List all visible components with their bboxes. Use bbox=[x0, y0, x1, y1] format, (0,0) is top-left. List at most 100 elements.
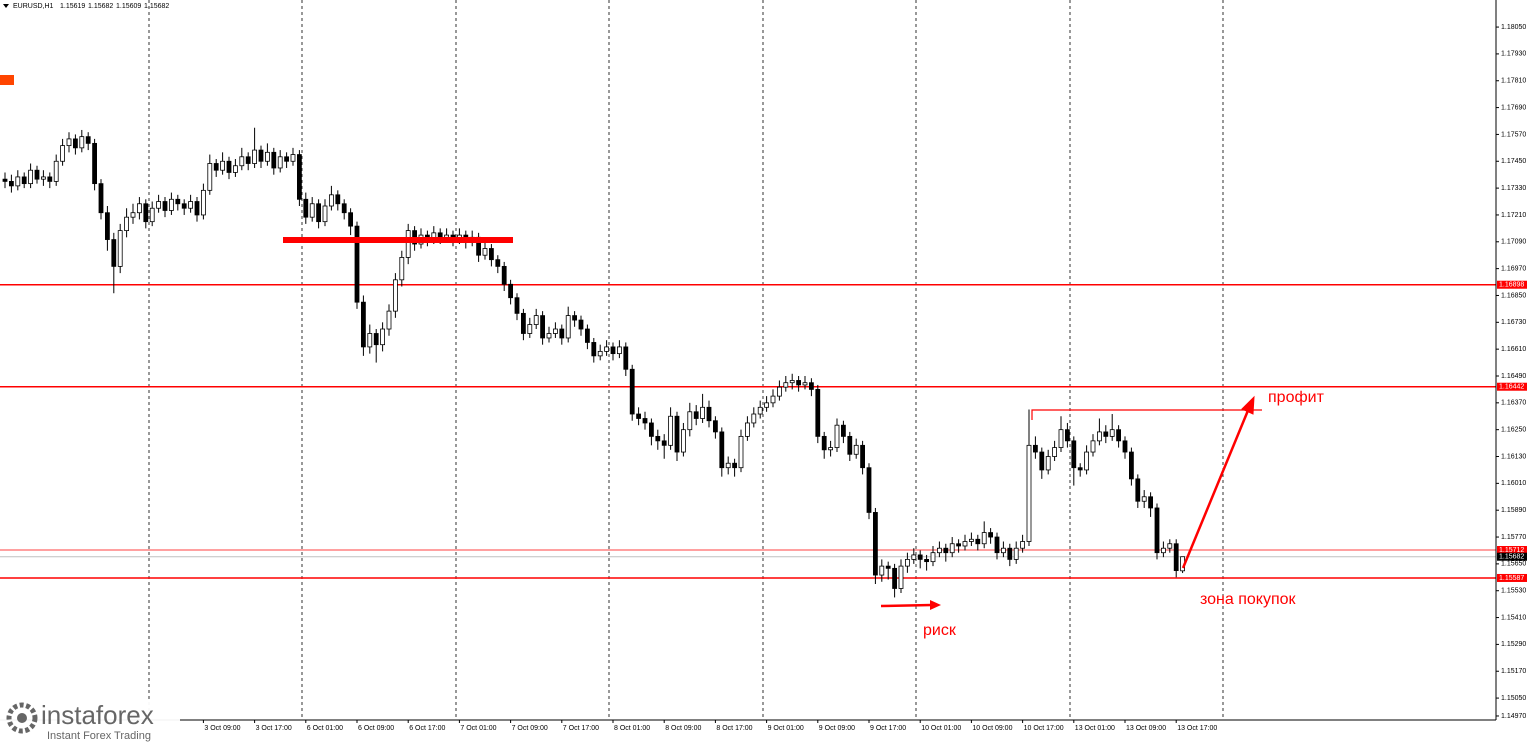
candle-body bbox=[232, 165, 238, 173]
candle-body bbox=[981, 532, 987, 545]
header-arrow bbox=[3, 4, 9, 8]
y-tick-label: 1.17570 bbox=[1501, 131, 1526, 138]
candle-body bbox=[604, 346, 609, 352]
y-tick-label: 1.17930 bbox=[1501, 51, 1526, 58]
candle-body bbox=[546, 333, 552, 339]
candle-body bbox=[642, 418, 648, 424]
low: 1.15609 bbox=[116, 3, 141, 10]
candle-body bbox=[444, 234, 450, 238]
candle-body bbox=[1122, 440, 1128, 453]
x-tick-label: 13 Oct 09:00 bbox=[1126, 725, 1166, 732]
profit-arrow bbox=[1181, 407, 1251, 569]
level-label: 1.16442 bbox=[1499, 384, 1524, 391]
candle-body bbox=[1129, 451, 1134, 480]
candle-body bbox=[559, 328, 565, 339]
candle-body bbox=[700, 406, 705, 419]
candle-body bbox=[1026, 444, 1032, 542]
symbol: EURUSD,H1 bbox=[13, 3, 54, 10]
candle-body bbox=[725, 462, 731, 469]
candle-body bbox=[841, 424, 846, 437]
candle-body bbox=[386, 310, 392, 330]
candle-body bbox=[572, 315, 577, 321]
y-tick-label: 1.15890 bbox=[1501, 507, 1526, 514]
candle-body bbox=[258, 149, 264, 162]
y-axis: 1.18050 1.17930 1.17810 1.17690 1.17570 1.174… bbox=[1496, 24, 1526, 720]
candle-body bbox=[789, 380, 795, 384]
candle-body bbox=[1007, 547, 1013, 560]
candle-body bbox=[1109, 429, 1115, 437]
y-tick-label: 1.16130 bbox=[1501, 453, 1526, 460]
candle-body bbox=[751, 413, 757, 424]
arrow-head bbox=[930, 600, 941, 610]
candle-body bbox=[501, 265, 507, 285]
candle-body bbox=[2, 178, 8, 182]
candle-body bbox=[245, 156, 251, 164]
candle-body bbox=[1116, 429, 1121, 442]
arrow-head bbox=[1241, 395, 1255, 415]
candle-body bbox=[380, 328, 386, 346]
candle-body bbox=[540, 315, 545, 339]
candle-body bbox=[617, 346, 622, 355]
candle-body bbox=[1148, 496, 1153, 509]
candle-body bbox=[264, 151, 270, 162]
logo-gear bbox=[6, 702, 38, 734]
tagline: Instant Forex Trading bbox=[47, 730, 151, 742]
target-line bbox=[1031, 409, 1262, 420]
candle-body bbox=[437, 232, 443, 238]
candle-body bbox=[649, 422, 654, 437]
candle-body bbox=[745, 422, 750, 437]
candle-body bbox=[706, 406, 712, 422]
candle-body bbox=[911, 554, 917, 560]
candle-body bbox=[399, 257, 405, 281]
candle-body bbox=[1039, 451, 1045, 471]
candle-body bbox=[764, 402, 769, 408]
x-tick-label: 10 Oct 09:00 bbox=[972, 725, 1012, 732]
current-price-bg bbox=[1497, 552, 1527, 561]
candle-body bbox=[162, 201, 168, 211]
watermark: instaforex Instant Forex Trading bbox=[0, 699, 180, 744]
x-tick-label: 6 Oct 01:00 bbox=[307, 725, 343, 732]
candle-body bbox=[636, 413, 641, 419]
open: 1.15619 bbox=[60, 3, 85, 10]
x-tick-label: 8 Oct 09:00 bbox=[665, 725, 701, 732]
candle-body bbox=[661, 440, 667, 446]
candle-body bbox=[143, 203, 149, 223]
y-tick-label: 1.15410 bbox=[1501, 614, 1526, 621]
candle-body bbox=[738, 435, 744, 469]
candle-body bbox=[585, 328, 590, 343]
candle-body bbox=[629, 368, 635, 415]
candle-body bbox=[847, 435, 853, 455]
candle-body bbox=[821, 435, 827, 451]
candle-body bbox=[674, 415, 680, 453]
candle-body bbox=[8, 180, 14, 187]
candle-body bbox=[136, 203, 142, 214]
candle-body bbox=[1020, 541, 1025, 549]
level-label: 1.15587 bbox=[1499, 575, 1524, 582]
candle-body bbox=[988, 532, 993, 538]
candle-body bbox=[937, 547, 942, 554]
y-tick-label: 1.15050 bbox=[1501, 695, 1526, 702]
candle-body bbox=[290, 154, 296, 162]
candle-body bbox=[1161, 547, 1166, 554]
y-tick-label: 1.17810 bbox=[1501, 78, 1526, 85]
candle-body bbox=[271, 151, 277, 169]
candle-body bbox=[66, 138, 72, 147]
level-label-bg bbox=[1497, 280, 1527, 289]
candle-body bbox=[239, 156, 245, 167]
current-price-label: 1.15682 bbox=[1499, 554, 1524, 561]
candle-body bbox=[713, 420, 718, 433]
candle-body bbox=[21, 176, 27, 185]
candle-body bbox=[597, 350, 603, 357]
x-tick-label: 9 Oct 01:00 bbox=[768, 725, 804, 732]
x-tick-label: 9 Oct 09:00 bbox=[819, 725, 855, 732]
logo-core bbox=[17, 713, 27, 723]
candle-body bbox=[949, 543, 955, 554]
candle-body bbox=[130, 212, 136, 218]
candle-body bbox=[226, 160, 232, 173]
candle-body bbox=[879, 565, 885, 576]
candle-body bbox=[873, 512, 878, 576]
candle-body bbox=[1045, 456, 1051, 471]
level-label-bg bbox=[1497, 573, 1527, 582]
x-tick-label: 8 Oct 01:00 bbox=[614, 725, 650, 732]
candle-body bbox=[392, 279, 398, 312]
